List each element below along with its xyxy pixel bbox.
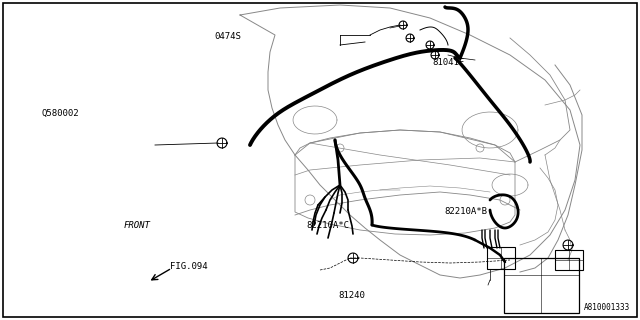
Text: FIG.094: FIG.094 <box>170 262 207 271</box>
Text: 0474S: 0474S <box>214 32 241 41</box>
Text: 82210A*B: 82210A*B <box>445 207 488 216</box>
Text: 81240: 81240 <box>339 291 365 300</box>
Text: Q580002: Q580002 <box>42 109 79 118</box>
Text: 82210A*C: 82210A*C <box>306 221 349 230</box>
Text: FRONT: FRONT <box>124 221 150 230</box>
Text: 81041F: 81041F <box>432 58 464 67</box>
Bar <box>504 258 579 313</box>
Text: A810001333: A810001333 <box>584 303 630 312</box>
Bar <box>555 250 583 270</box>
Bar <box>487 247 515 269</box>
